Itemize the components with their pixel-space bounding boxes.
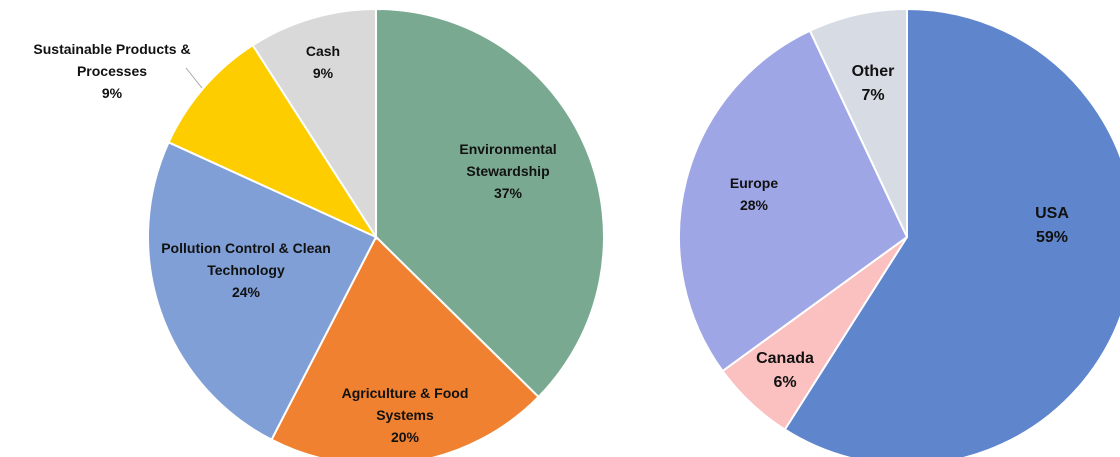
data-label-text: Processes	[77, 63, 147, 79]
region-allocation-pie: USA 59% Canada 6% Europe 28% Other 7%	[678, 7, 1120, 457]
data-label-text: Canada	[756, 350, 814, 367]
data-label-0-4: Cash 9%	[306, 43, 340, 81]
data-label-0-1: Agriculture & Food Systems 20%	[342, 385, 469, 445]
data-label-percent: 37%	[494, 185, 523, 201]
data-label-percent: 20%	[391, 429, 420, 445]
data-label-text: Sustainable Products &	[33, 41, 190, 57]
data-label-percent: 6%	[773, 374, 796, 391]
pie-slice-0-4	[251, 7, 377, 241]
data-label-text: USA	[1035, 205, 1069, 222]
data-label-percent: 59%	[1036, 229, 1068, 246]
data-label-text: Cash	[306, 43, 340, 59]
data-label-text: Systems	[376, 407, 434, 423]
pie-slice-1-0	[783, 7, 1120, 457]
data-label-0-0: Environmental Stewardship 37%	[459, 141, 556, 201]
data-label-text: Agriculture & Food	[342, 385, 469, 401]
data-label-percent: 24%	[232, 284, 261, 300]
pie-slice-0-1	[270, 235, 540, 457]
data-label-1-2: Europe 28%	[730, 175, 778, 213]
data-label-1-1: Canada 6%	[756, 350, 814, 391]
data-label-text: Technology	[207, 262, 285, 278]
data-label-1-3: Other 7%	[852, 63, 895, 104]
data-label-percent: 7%	[861, 87, 884, 104]
pie-slice-1-2	[678, 29, 909, 373]
data-label-text: Europe	[730, 175, 778, 191]
pie-slice-1-3	[808, 7, 908, 238]
pie-slice-0-3	[167, 43, 379, 240]
data-label-text: Other	[852, 63, 895, 80]
data-label-text: Stewardship	[466, 163, 549, 179]
data-label-text: Environmental	[459, 141, 556, 157]
data-label-percent: 9%	[102, 85, 123, 101]
leader-line	[185, 67, 203, 89]
pie-slice-0-0	[375, 7, 605, 399]
data-label-text: Pollution Control & Clean	[161, 240, 331, 256]
sector-allocation-pie: Environmental Stewardship 37% Agriculture &…	[33, 7, 605, 457]
data-label-percent: 28%	[740, 197, 769, 213]
data-label-0-3: Sustainable Products & Processes 9%	[33, 41, 190, 101]
pie-slice-0-2	[147, 140, 378, 441]
data-label-0-2: Pollution Control & Clean Technology 24%	[161, 240, 331, 300]
data-label-percent: 9%	[313, 65, 334, 81]
data-label-1-0: USA 59%	[1035, 205, 1069, 246]
